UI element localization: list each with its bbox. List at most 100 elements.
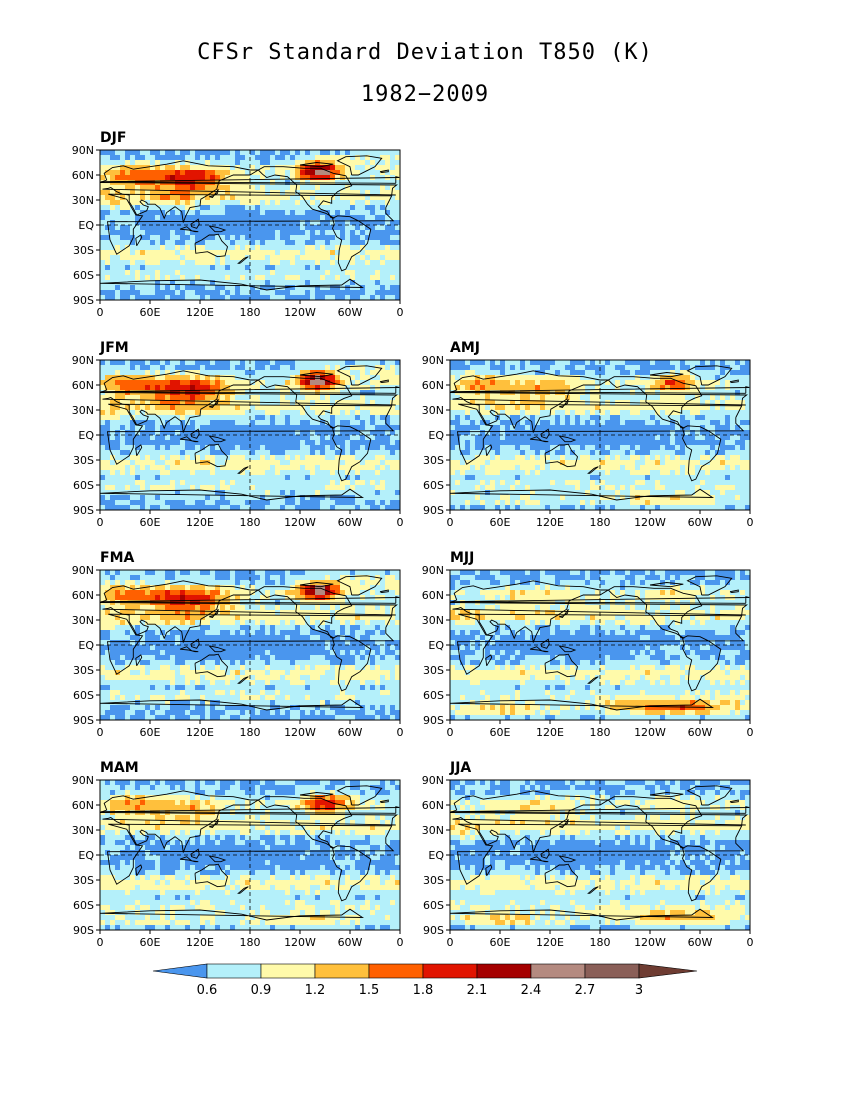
field-cells <box>450 360 751 511</box>
lon-tick-label: 60E <box>140 516 161 529</box>
colorbar-label: 1.5 <box>359 983 380 998</box>
lat-tick-label: 30S <box>423 874 444 887</box>
lat-tick-label: 30S <box>423 664 444 677</box>
lat-tick-label: 60S <box>73 479 94 492</box>
colorbar-swatch <box>422 963 478 979</box>
panel-title: FMA <box>100 550 134 566</box>
lon-tick-label: 0 <box>447 936 454 949</box>
lon-tick-label: 120E <box>186 726 214 739</box>
lon-tick-label: 180 <box>590 936 611 949</box>
lon-tick-label: 0 <box>97 726 104 739</box>
lon-tick-label: 0 <box>747 516 754 529</box>
lat-tick-label: 60S <box>423 479 444 492</box>
lon-tick-label: 120W <box>284 726 316 739</box>
lat-tick-label: 60N <box>422 589 444 602</box>
lon-tick-label: 60W <box>338 936 363 949</box>
lat-tick-label: EQ <box>78 429 94 442</box>
panel-title: MJJ <box>450 550 474 566</box>
colorbar: 0.6 0.9 1.2 1.5 1.8 2.1 2.4 2.7 3 <box>152 963 698 998</box>
lon-tick-label: 0 <box>747 726 754 739</box>
lon-tick-label: 120W <box>634 936 666 949</box>
lat-tick-label: 30N <box>72 194 94 207</box>
coastlines <box>99 155 400 291</box>
lon-tick-label: 60W <box>338 726 363 739</box>
lat-tick-label: 60N <box>422 379 444 392</box>
lon-tick-label: 120W <box>634 516 666 529</box>
lat-tick-label: 60N <box>72 799 94 812</box>
lat-tick-label: 90N <box>72 774 94 787</box>
lat-tick-label: 60S <box>73 269 94 282</box>
lat-tick-label: 60S <box>73 689 94 702</box>
lat-tick-label: 30S <box>423 454 444 467</box>
figure-title: CFSr Standard Deviation T850 (K) <box>197 40 653 65</box>
lat-tick-label: 90S <box>73 504 94 517</box>
lat-tick-label: 90N <box>422 774 444 787</box>
colorbar-swatch <box>314 963 370 979</box>
coastlines <box>449 365 750 501</box>
lat-tick-label: 60N <box>72 589 94 602</box>
lon-tick-label: 120E <box>186 936 214 949</box>
lat-tick-label: 60S <box>423 899 444 912</box>
panel-title: MAM <box>100 760 139 776</box>
lon-tick-label: 0 <box>447 516 454 529</box>
lat-tick-label: 30S <box>73 454 94 467</box>
colorbar-label: 1.8 <box>413 983 434 998</box>
lat-tick-label: 30S <box>73 874 94 887</box>
colorbar-swatch <box>206 963 262 979</box>
lat-tick-label: 60N <box>72 169 94 182</box>
lon-tick-label: 60W <box>338 516 363 529</box>
lat-tick-label: 90N <box>422 564 444 577</box>
lon-tick-label: 0 <box>97 306 104 319</box>
lat-tick-label: 90N <box>72 354 94 367</box>
lon-tick-label: 60E <box>140 306 161 319</box>
lon-tick-label: 180 <box>590 726 611 739</box>
colorbar-label: 2.7 <box>575 983 596 998</box>
lon-tick-label: 120E <box>536 516 564 529</box>
lat-tick-label: 30N <box>422 614 444 627</box>
colorbar-label: 2.1 <box>467 983 488 998</box>
coastlines <box>99 575 400 711</box>
colorbar-swatch <box>584 963 640 979</box>
lat-tick-label: 30S <box>73 664 94 677</box>
colorbar-swatch <box>530 963 586 979</box>
figure-period: 1982−2009 <box>360 82 490 107</box>
lat-tick-label: 90N <box>72 144 94 157</box>
lat-tick-label: 90N <box>422 354 444 367</box>
lat-tick-label: 90S <box>73 924 94 937</box>
panel-title: DJF <box>100 130 126 146</box>
lat-tick-label: EQ <box>78 849 94 862</box>
coastlines <box>99 785 400 921</box>
panel-title: JFM <box>99 340 129 356</box>
lon-tick-label: 0 <box>747 936 754 949</box>
lat-tick-label: 30N <box>72 614 94 627</box>
lon-tick-label: 120E <box>536 726 564 739</box>
lat-tick-label: 90N <box>72 564 94 577</box>
coastlines <box>99 365 400 501</box>
lat-tick-label: EQ <box>78 219 94 232</box>
lon-tick-label: 180 <box>240 936 261 949</box>
field-cells <box>100 150 401 301</box>
colorbar-swatch <box>368 963 424 979</box>
field-cells <box>450 570 751 721</box>
lon-tick-label: 0 <box>97 936 104 949</box>
coastlines <box>449 785 750 921</box>
colorbar-swatch <box>476 963 532 979</box>
lat-tick-label: 90S <box>73 714 94 727</box>
lon-tick-label: 60E <box>490 726 511 739</box>
colorbar-label: 0.6 <box>197 983 218 998</box>
coastlines <box>449 575 750 711</box>
lon-tick-label: 120E <box>536 936 564 949</box>
colorbar-low-arrow <box>152 963 208 979</box>
panel-title: AMJ <box>450 340 480 356</box>
lon-tick-label: 60E <box>490 936 511 949</box>
colorbar-label: 3 <box>635 983 643 998</box>
lat-tick-label: 30S <box>73 244 94 257</box>
lon-tick-label: 120W <box>284 936 316 949</box>
